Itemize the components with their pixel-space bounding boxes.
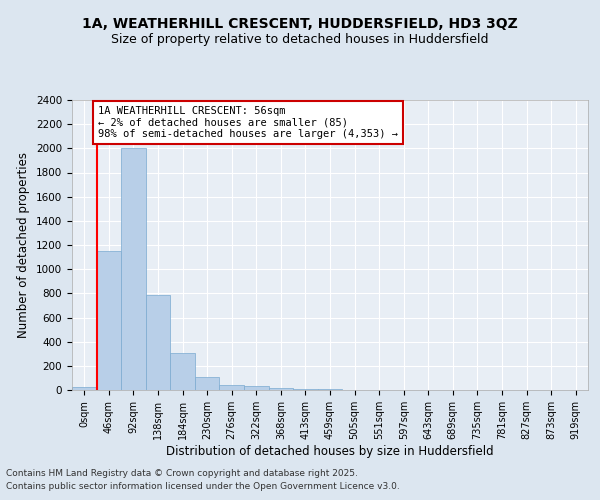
Bar — [220, 385, 244, 390]
Text: Contains public sector information licensed under the Open Government Licence v3: Contains public sector information licen… — [6, 482, 400, 491]
Bar — [244, 386, 269, 390]
Text: 1A, WEATHERHILL CRESCENT, HUDDERSFIELD, HD3 3QZ: 1A, WEATHERHILL CRESCENT, HUDDERSFIELD, … — [82, 18, 518, 32]
Text: 1A WEATHERHILL CRESCENT: 56sqm
← 2% of detached houses are smaller (85)
98% of s: 1A WEATHERHILL CRESCENT: 56sqm ← 2% of d… — [98, 106, 398, 139]
Bar — [195, 378, 220, 390]
Y-axis label: Number of detached properties: Number of detached properties — [17, 152, 31, 338]
Bar — [97, 251, 121, 390]
Bar — [170, 353, 195, 390]
Bar — [146, 294, 170, 390]
Bar — [72, 386, 97, 390]
X-axis label: Distribution of detached houses by size in Huddersfield: Distribution of detached houses by size … — [166, 444, 494, 458]
Bar — [121, 148, 146, 390]
Text: Contains HM Land Registry data © Crown copyright and database right 2025.: Contains HM Land Registry data © Crown c… — [6, 468, 358, 477]
Bar — [293, 388, 318, 390]
Bar — [318, 388, 342, 390]
Text: Size of property relative to detached houses in Huddersfield: Size of property relative to detached ho… — [111, 32, 489, 46]
Bar — [269, 388, 293, 390]
